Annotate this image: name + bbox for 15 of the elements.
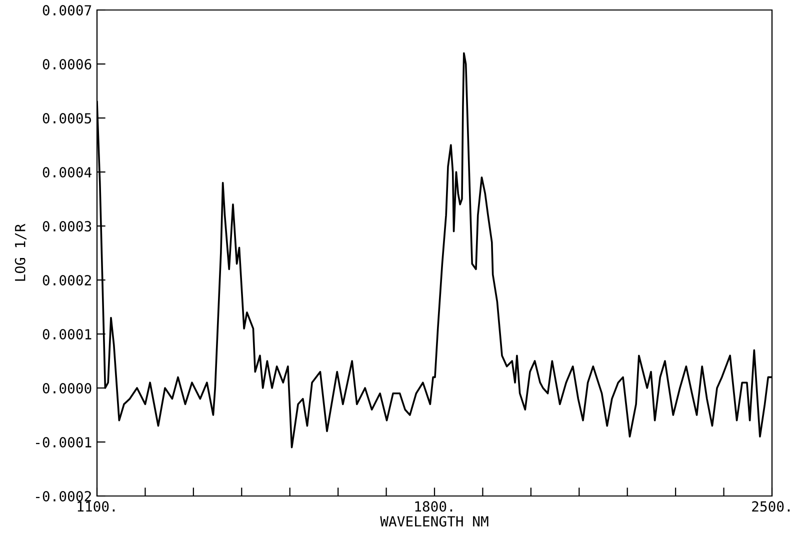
x-tick-label: 1800. xyxy=(415,501,452,512)
x-tick-label: 2500. xyxy=(752,501,790,512)
y-tick-label: 0.0006 xyxy=(42,59,92,70)
y-tick-label: -0.0002 xyxy=(36,491,91,502)
y-axis-title: LOG 1/R xyxy=(14,224,26,281)
y-tick-label: -0.0001 xyxy=(36,437,92,448)
x-tick-label: 1100. xyxy=(78,501,115,512)
y-tick-label: 0.0003 xyxy=(42,221,92,232)
x-axis-title: WAVELENGTH NM xyxy=(380,516,488,527)
y-tick-label: 0.0007 xyxy=(42,5,92,16)
y-tick-label: 0.0001 xyxy=(42,329,92,340)
y-tick-label: 0.0005 xyxy=(42,113,92,124)
y-tick-label: 0.0002 xyxy=(42,275,91,286)
y-tick-label: 0.0004 xyxy=(42,167,92,178)
y-tick-label: 0.0000 xyxy=(42,383,92,394)
